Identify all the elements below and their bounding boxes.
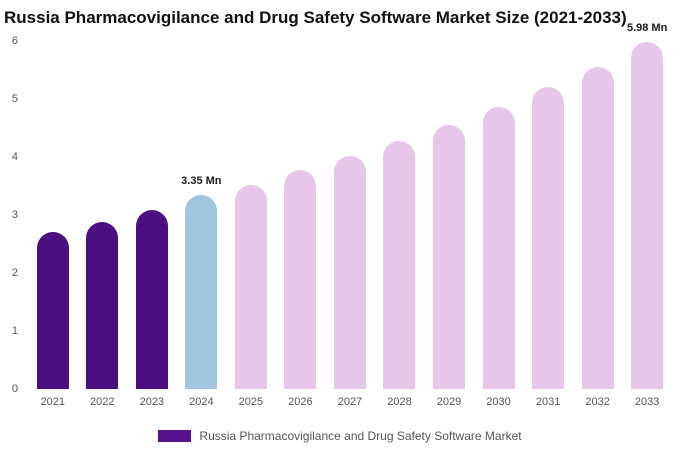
legend-item[interactable]: Russia Pharmacovigilance and Drug Safety… [158,429,522,443]
x-tick-label: 2028 [387,396,412,408]
legend-swatch [158,430,192,442]
bar-2027 [333,155,366,389]
bar-slot: 2028 [375,41,425,408]
y-tick-label: 3 [11,209,18,221]
bar-2024 [185,194,218,389]
bar-2029 [433,124,466,389]
x-tick-label: 2023 [139,396,165,408]
bar-slot: 2033 5.98 Mn [622,22,672,408]
x-tick-label: 2026 [288,396,313,408]
bar-2025 [234,184,267,389]
bar-slot: 2029 [424,41,474,408]
x-tick-label: 2029 [436,396,462,408]
bar-slot: 2022 [78,41,128,408]
bar-2026 [284,170,317,389]
x-tick-label: 2027 [337,396,363,408]
x-tick-label: 2033 [634,396,660,408]
y-tick-label: 4 [11,151,18,163]
y-tick-label: 1 [11,325,18,337]
legend: Russia Pharmacovigilance and Drug Safety… [0,429,680,443]
bar-slot: 2027 [325,41,375,408]
bar-slot: 2030 [474,41,524,408]
x-tick-label: 2031 [535,396,561,408]
bar-2023 [135,210,168,389]
x-tick-label: 2021 [40,396,65,408]
bar-value-label: 5.98 Mn [626,22,668,35]
bar-2022 [86,221,119,389]
legend-label: Russia Pharmacovigilance and Drug Safety… [199,429,522,443]
bar-value-label: 3.35 Mn [181,174,222,187]
bar-slot: 2032 [573,41,623,408]
bar-2030 [482,106,515,389]
bar-slot: 2025 [226,41,276,408]
bar-slot: 2024 3.35 Mn [177,41,227,408]
y-tick-label: 0 [11,383,18,395]
bar-slot: 2021 [28,41,78,408]
y-tick-label: 2 [11,267,18,279]
x-tick-label: 2025 [238,396,264,408]
bar-2031 [532,86,565,389]
bar-2032 [581,66,614,389]
chart-title: Russia Pharmacovigilance and Drug Safety… [4,8,627,27]
y-tick-label: 6 [11,35,18,47]
x-tick-label: 2024 [189,396,214,408]
bar-2033 [631,42,664,389]
bar-2021 [36,232,69,389]
x-tick-label: 2032 [585,396,610,408]
y-tick-label: 5 [11,93,18,105]
y-axis: 0 1 2 3 4 5 6 [0,35,22,395]
x-tick-label: 2030 [486,396,511,408]
bar-slot: 2023 [127,41,177,408]
x-tick-label: 2022 [90,396,115,408]
bar-slot: 2031 [523,41,573,408]
bar-slot: 2026 [276,41,326,408]
bar-2028 [383,140,416,389]
plot-area: 2021 2022 2023 2024 3.35 Mn 2025 2026 2027 2028 2… [28,22,672,408]
